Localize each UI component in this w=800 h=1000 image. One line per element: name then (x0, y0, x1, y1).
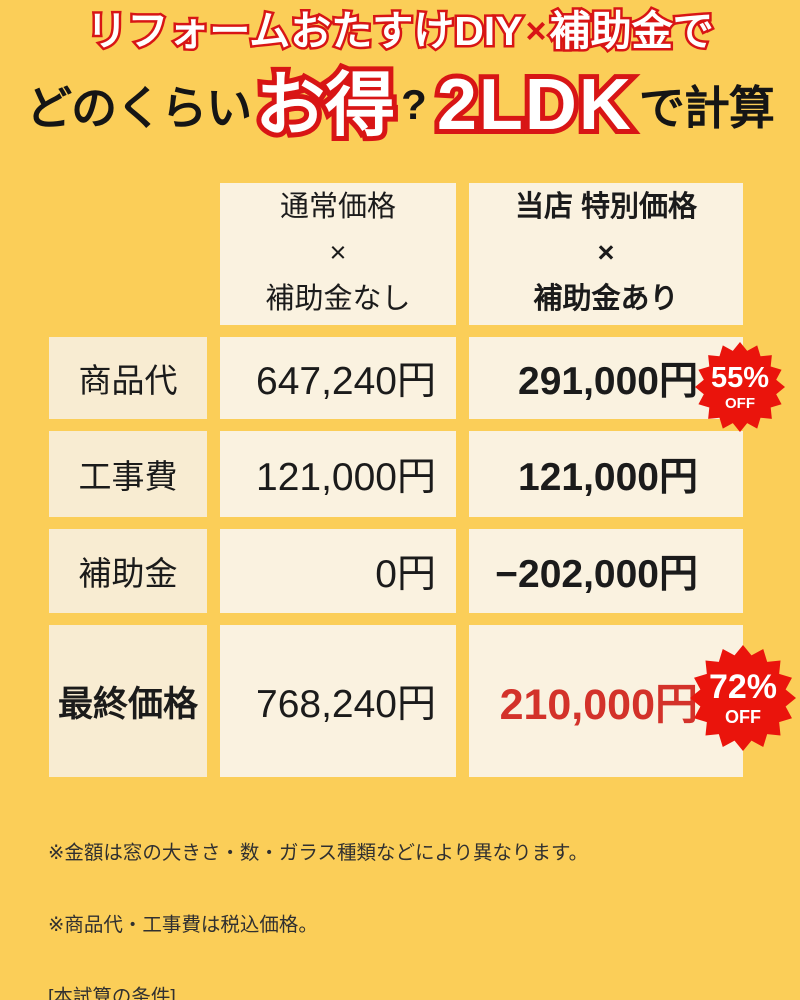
row-label-subsidy: 補助金 (49, 529, 207, 613)
headline-2ldk: 2LDK 2LDK (432, 64, 636, 146)
headline-lead: どのくらい (26, 82, 252, 134)
table-corner-spacer (49, 183, 207, 325)
headline-line1: リフォームおたすけDIY リフォームおたすけDIY × 補助金で 補助金で (0, 4, 800, 58)
headline-text-b: 補助金で 補助金で (547, 7, 716, 54)
multiply-icon: × (597, 237, 615, 270)
headline-line2: どのくらい お得 お得 ? 2LDK 2LDK で計算 (0, 54, 800, 156)
construction-normal-price: 121,000円 (220, 431, 456, 517)
pricing-table: 通常価格 × 補助金なし 当店 特別価格 × 補助金あり 商品代 647,240… (49, 183, 743, 777)
question-mark: ? (401, 81, 427, 128)
headline-tail: で計算 (638, 82, 775, 134)
product-special-price: 291,000円 (469, 337, 743, 419)
headline-otoku: お得 お得 (250, 65, 400, 145)
column-header-normal: 通常価格 × 補助金なし (220, 183, 456, 325)
multiply-icon: × (329, 237, 347, 270)
footnotes: ※金額は窓の大きさ・数・ガラス種類などにより異なります。 ※商品代・工事費は税込… (48, 793, 768, 1000)
discount-badge-55-off: 55% OFF (695, 342, 785, 432)
row-label-final: 最終価格 (49, 625, 207, 777)
note-line: ※金額は窓の大きさ・数・ガラス種類などにより異なります。 (48, 842, 589, 864)
construction-special-price: 121,000円 (469, 431, 743, 517)
column-header-special: 当店 特別価格 × 補助金あり (469, 183, 743, 325)
discount-badge-72-off: 72% OFF (690, 645, 796, 751)
row-label-construction: 工事費 (49, 431, 207, 517)
product-normal-price: 647,240円 (220, 337, 456, 419)
subsidy-special-price: −202,000円 (469, 529, 743, 613)
note-line: ※商品代・工事費は税込価格。 (48, 914, 318, 936)
note-line: [本試算の条件] (48, 986, 176, 1000)
final-normal-price: 768,240円 (220, 625, 456, 777)
multiply-icon: × (525, 10, 547, 51)
headline-text-a: リフォームおたすけDIY リフォームおたすけDIY (84, 7, 525, 54)
row-label-product: 商品代 (49, 337, 207, 419)
subsidy-normal-price: 0円 (220, 529, 456, 613)
